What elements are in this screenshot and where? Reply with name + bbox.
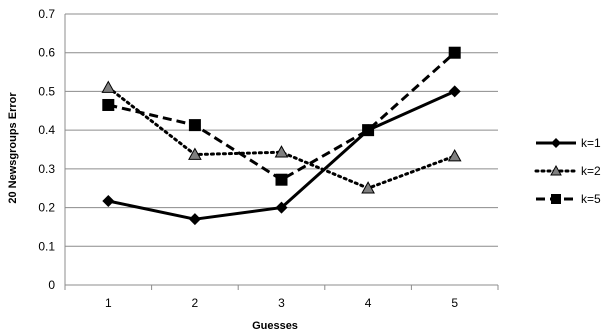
axes: [64, 14, 499, 290]
legend-item: k=2: [534, 164, 601, 178]
y-tick-label: 0.4: [38, 123, 55, 137]
series-group: [101, 46, 462, 226]
data-point-diamond: [102, 194, 115, 207]
series-line: [107, 51, 456, 182]
x-tick-label: 2: [192, 296, 199, 310]
legend: k=1 k=2 k=5: [534, 136, 601, 206]
data-point-triangle: [361, 181, 375, 194]
y-tick-label: 0.7: [38, 7, 55, 21]
legend-item: k=1: [536, 136, 601, 150]
data-point-triangle: [447, 149, 462, 162]
data-point-square: [188, 119, 201, 132]
data-point-triangle: [101, 80, 116, 93]
series-k5: [102, 46, 461, 186]
x-axis-title: Guesses: [252, 320, 298, 332]
series-line: [106, 86, 457, 190]
legend-label: k=5: [581, 192, 601, 206]
legend-item: k=5: [536, 192, 601, 206]
data-point-diamond: [188, 213, 201, 226]
x-tick-label: 3: [278, 296, 285, 310]
y-tick-label: 0.1: [38, 239, 55, 253]
data-point-square: [275, 173, 288, 186]
y-tick-label: 0.2: [38, 201, 55, 215]
x-tick-label: 4: [365, 296, 372, 310]
data-point-triangle: [188, 147, 202, 160]
legend-label: k=1: [581, 136, 601, 150]
data-point-diamond: [551, 138, 561, 148]
x-tick-labels: 1 2 3 4 5: [105, 296, 458, 310]
data-point-square: [448, 46, 461, 59]
data-point-square: [102, 98, 115, 111]
data-point-diamond: [275, 201, 288, 214]
x-tick-label: 1: [105, 296, 112, 310]
y-tick-label: 0.6: [38, 46, 55, 60]
x-tick-label: 5: [451, 296, 458, 310]
data-point-triangle: [550, 164, 562, 176]
data-point-diamond: [448, 85, 461, 98]
data-point-square: [551, 194, 561, 204]
y-tick-label: 0.5: [38, 84, 55, 98]
y-axis-title: 20 Newsgroups Error: [7, 92, 19, 204]
y-tick-label: 0.3: [38, 162, 55, 176]
y-tick-label: 0: [48, 278, 55, 292]
data-point-square: [362, 124, 375, 137]
series-k2: [101, 80, 462, 194]
legend-label: k=2: [581, 164, 601, 178]
data-point-triangle: [274, 145, 289, 158]
y-tick-labels: 0 0.1 0.2 0.3 0.4 0.5 0.6 0.7: [38, 7, 55, 292]
